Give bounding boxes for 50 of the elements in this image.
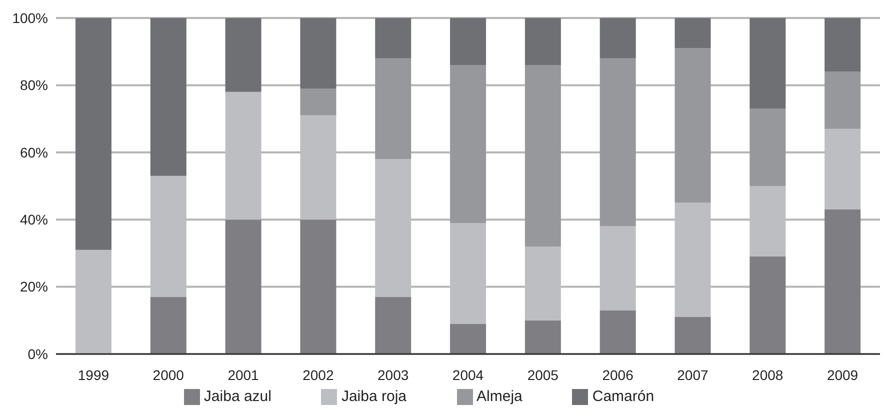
bar <box>375 296 412 354</box>
bar <box>674 48 711 203</box>
bar <box>524 65 561 246</box>
bar <box>750 256 786 354</box>
y-tick-label: 80% <box>20 77 48 94</box>
bar <box>375 18 412 58</box>
x-tick-label: 2007 <box>677 366 709 383</box>
x-tick-label: 2001 <box>228 366 260 383</box>
legend-label: Jaiba azul <box>204 388 272 405</box>
bar <box>225 18 262 92</box>
x-tick-label: 2006 <box>602 366 634 383</box>
y-tick-label: 0% <box>28 346 48 362</box>
bar <box>824 72 861 129</box>
bar <box>450 324 486 354</box>
bar <box>150 296 186 354</box>
bar <box>450 65 486 223</box>
bar <box>824 210 861 354</box>
bar <box>674 317 711 354</box>
bar <box>450 18 486 66</box>
bar <box>300 18 336 89</box>
y-tick-label: 60% <box>20 144 48 160</box>
bar <box>750 108 786 186</box>
x-tick-label: 2009 <box>826 366 858 383</box>
bar <box>600 58 636 226</box>
bar <box>300 220 336 354</box>
bar <box>225 220 262 354</box>
y-tick-label: 40% <box>20 212 48 228</box>
x-tick-label: 2004 <box>452 366 484 383</box>
y-tick-label: 100% <box>12 10 48 26</box>
bar <box>375 58 412 160</box>
bar <box>524 18 561 66</box>
x-tick-label: 2005 <box>527 366 559 383</box>
x-tick-label: 2002 <box>302 366 334 383</box>
legend-label: Camarón <box>592 388 654 405</box>
bar <box>600 310 636 354</box>
bar <box>150 18 186 176</box>
bar <box>674 18 711 48</box>
legend-label: Almeja <box>476 388 522 405</box>
x-tick-label: 2008 <box>752 366 784 383</box>
legend-label: Jaiba roja <box>341 388 407 405</box>
y-tick-label: 20% <box>20 278 48 295</box>
bar <box>600 18 636 58</box>
bar <box>524 320 561 354</box>
x-tick-label: 2003 <box>378 366 409 383</box>
x-tick-label: 1999 <box>78 366 110 383</box>
bar <box>824 18 861 72</box>
bar <box>750 18 786 109</box>
x-tick-label: 2000 <box>152 366 184 383</box>
bar <box>75 18 112 250</box>
bar <box>300 88 336 116</box>
